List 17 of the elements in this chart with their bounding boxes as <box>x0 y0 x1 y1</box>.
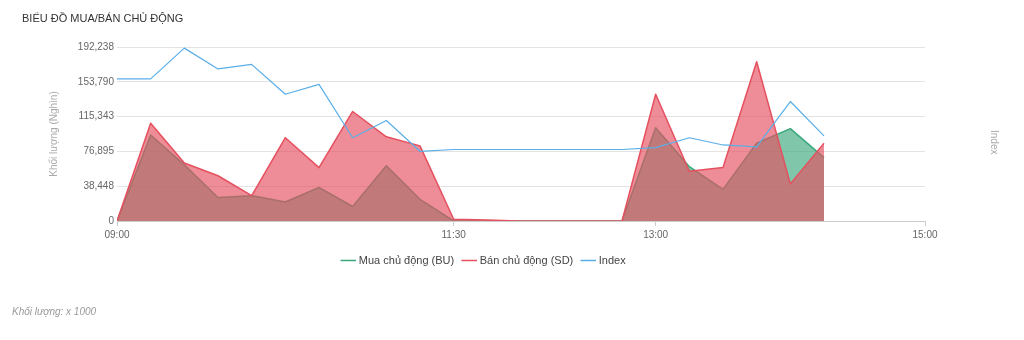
x-tick-label: 15:00 <box>912 228 938 240</box>
y-tick-label: 0 <box>108 214 115 226</box>
y-tick-label: 115,343 <box>78 110 115 122</box>
text: Index <box>989 130 1000 155</box>
y-tick-label: 38,448 <box>83 179 115 191</box>
y-tick-label: 153,790 <box>77 75 115 87</box>
x-tick-label: 09:00 <box>104 228 130 240</box>
y-tick-label: 192,238 <box>77 40 115 52</box>
text: Khối lượng: x 1000 <box>12 306 97 317</box>
legend-label: Bán chủ động (SD) <box>479 253 574 266</box>
y-axis-title: Khối lượng (Nghìn) <box>47 91 59 177</box>
y-tick-label: 76,895 <box>83 145 115 157</box>
x-tick-label: 11:30 <box>441 228 467 240</box>
x-tick-label: 13:00 <box>643 228 669 240</box>
legend-label: Index <box>598 253 627 266</box>
chart-title: BIỂU ĐỒ MUA/BÁN CHỦ ĐỘNG <box>22 12 184 24</box>
legend-label: Mua chủ động (BU) <box>358 253 455 266</box>
